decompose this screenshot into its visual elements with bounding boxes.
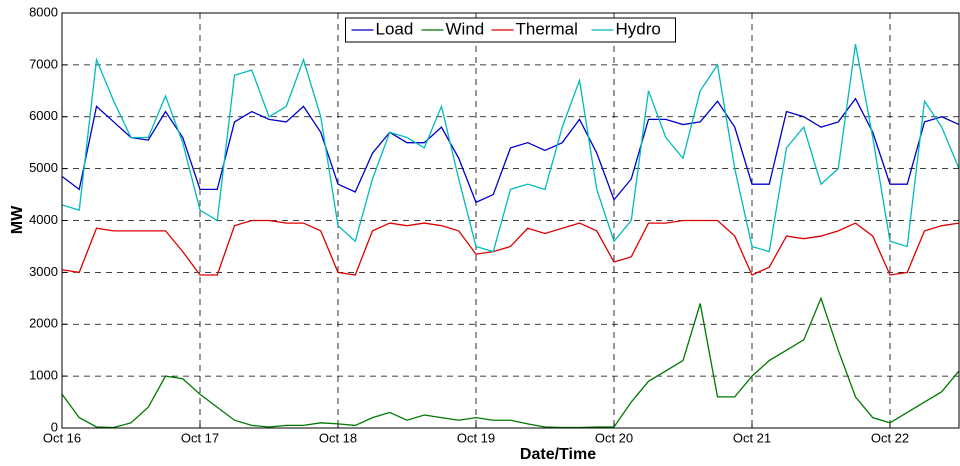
y-tick-label: 5000 bbox=[29, 160, 58, 175]
x-tick-label: Oct 22 bbox=[871, 430, 909, 445]
series-line bbox=[61, 296, 960, 429]
y-axis-label: MW bbox=[9, 205, 26, 234]
x-tick-label: Oct 21 bbox=[733, 430, 771, 445]
x-tick-label: Oct 17 bbox=[181, 430, 219, 445]
x-tick-label: Oct 18 bbox=[319, 430, 357, 445]
y-tick-label: 4000 bbox=[29, 212, 58, 227]
y-tick-label: 2000 bbox=[29, 316, 58, 331]
plot-frame bbox=[61, 12, 960, 429]
y-tick-label: 6000 bbox=[29, 108, 58, 123]
y-tick-label: 0 bbox=[51, 419, 58, 434]
legend-label: Wind bbox=[446, 19, 485, 38]
y-tick-label: 3000 bbox=[29, 264, 58, 279]
y-tick-label: 1000 bbox=[29, 368, 58, 383]
legend-label: Thermal bbox=[516, 19, 578, 38]
y-tick-label: 7000 bbox=[29, 56, 58, 71]
series-line bbox=[61, 219, 960, 276]
series-line bbox=[61, 97, 960, 204]
x-tick-label: Oct 20 bbox=[595, 430, 633, 445]
y-tick-label: 8000 bbox=[29, 4, 58, 19]
legend-label: Hydro bbox=[616, 19, 661, 38]
legend: Load Wind Thermal Hydro bbox=[345, 17, 676, 43]
x-axis-label: Date/Time bbox=[520, 446, 596, 463]
x-tick-label: Oct 16 bbox=[43, 430, 81, 445]
series-line bbox=[61, 44, 960, 253]
legend-label: Load bbox=[376, 19, 414, 38]
x-tick-label: Oct 19 bbox=[457, 430, 495, 445]
